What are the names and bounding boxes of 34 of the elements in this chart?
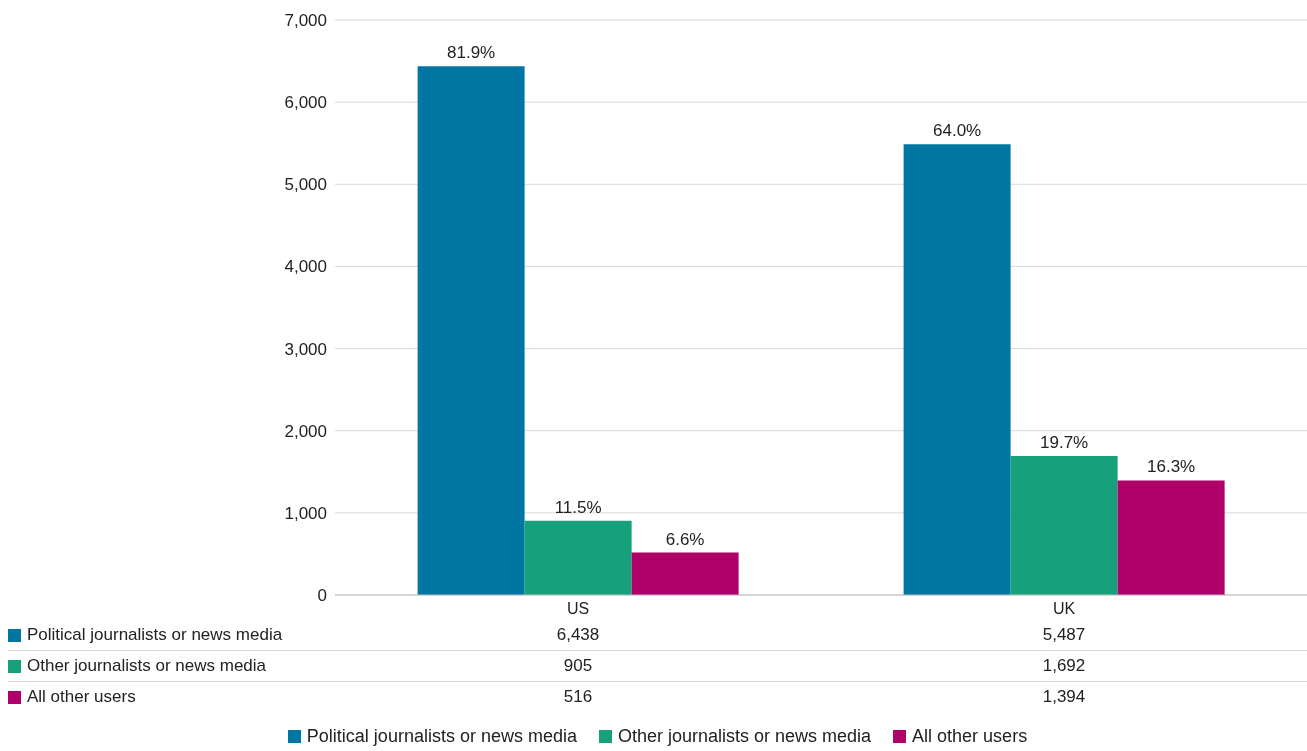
data-label: 1,394 bbox=[1041, 687, 1087, 707]
bar bbox=[1010, 456, 1118, 595]
text: All other users bbox=[27, 687, 136, 706]
bar bbox=[903, 144, 1011, 595]
legend-label: Other journalists or news media bbox=[617, 726, 872, 747]
bar bbox=[1117, 480, 1225, 595]
bar bbox=[417, 66, 525, 595]
annotation: 16.3% bbox=[1147, 457, 1196, 477]
y-tick-label: 6,000 bbox=[284, 93, 327, 113]
data-label: 6,438 bbox=[555, 625, 601, 645]
y-tick-label: 2,000 bbox=[284, 421, 327, 441]
data-label: 5,487 bbox=[1041, 625, 1087, 645]
data-label: 905 bbox=[562, 656, 594, 676]
annotation: 11.5% bbox=[554, 497, 602, 517]
data-label: 516 bbox=[562, 687, 594, 707]
y-tick-label: 0 bbox=[317, 586, 327, 606]
y-tick-label: 4,000 bbox=[284, 257, 327, 277]
y-tick-label: 3,000 bbox=[284, 339, 327, 359]
annotation: 64.0% bbox=[933, 121, 982, 141]
annotation: 19.7% bbox=[1040, 433, 1089, 453]
bar bbox=[524, 520, 632, 595]
x-tick-label: US bbox=[566, 600, 590, 618]
text: Political journalists or news media bbox=[27, 625, 283, 644]
data-label: 1,692 bbox=[1041, 656, 1087, 676]
y-tick-label: 7,000 bbox=[284, 11, 327, 31]
y-tick-label: 5,000 bbox=[284, 175, 327, 195]
legend-label: Political journalists or news media bbox=[306, 726, 577, 747]
annotation: 6.6% bbox=[665, 529, 705, 549]
y-tick-label: 1,000 bbox=[284, 503, 327, 523]
annotation: 81.9% bbox=[447, 43, 496, 63]
x-tick-label: UK bbox=[1052, 600, 1076, 618]
bar bbox=[631, 552, 739, 595]
legend-label: All other users bbox=[912, 726, 1028, 747]
text: Other journalists or news media bbox=[27, 656, 267, 675]
